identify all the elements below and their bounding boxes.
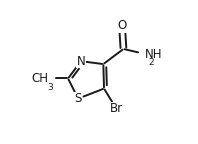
Text: 3: 3	[48, 83, 53, 92]
Text: CH: CH	[31, 72, 48, 85]
Text: NH: NH	[145, 48, 163, 60]
Text: Br: Br	[110, 102, 123, 115]
Text: N: N	[77, 55, 85, 68]
Text: 2: 2	[148, 58, 154, 67]
Text: S: S	[74, 92, 82, 105]
Text: O: O	[117, 19, 127, 32]
